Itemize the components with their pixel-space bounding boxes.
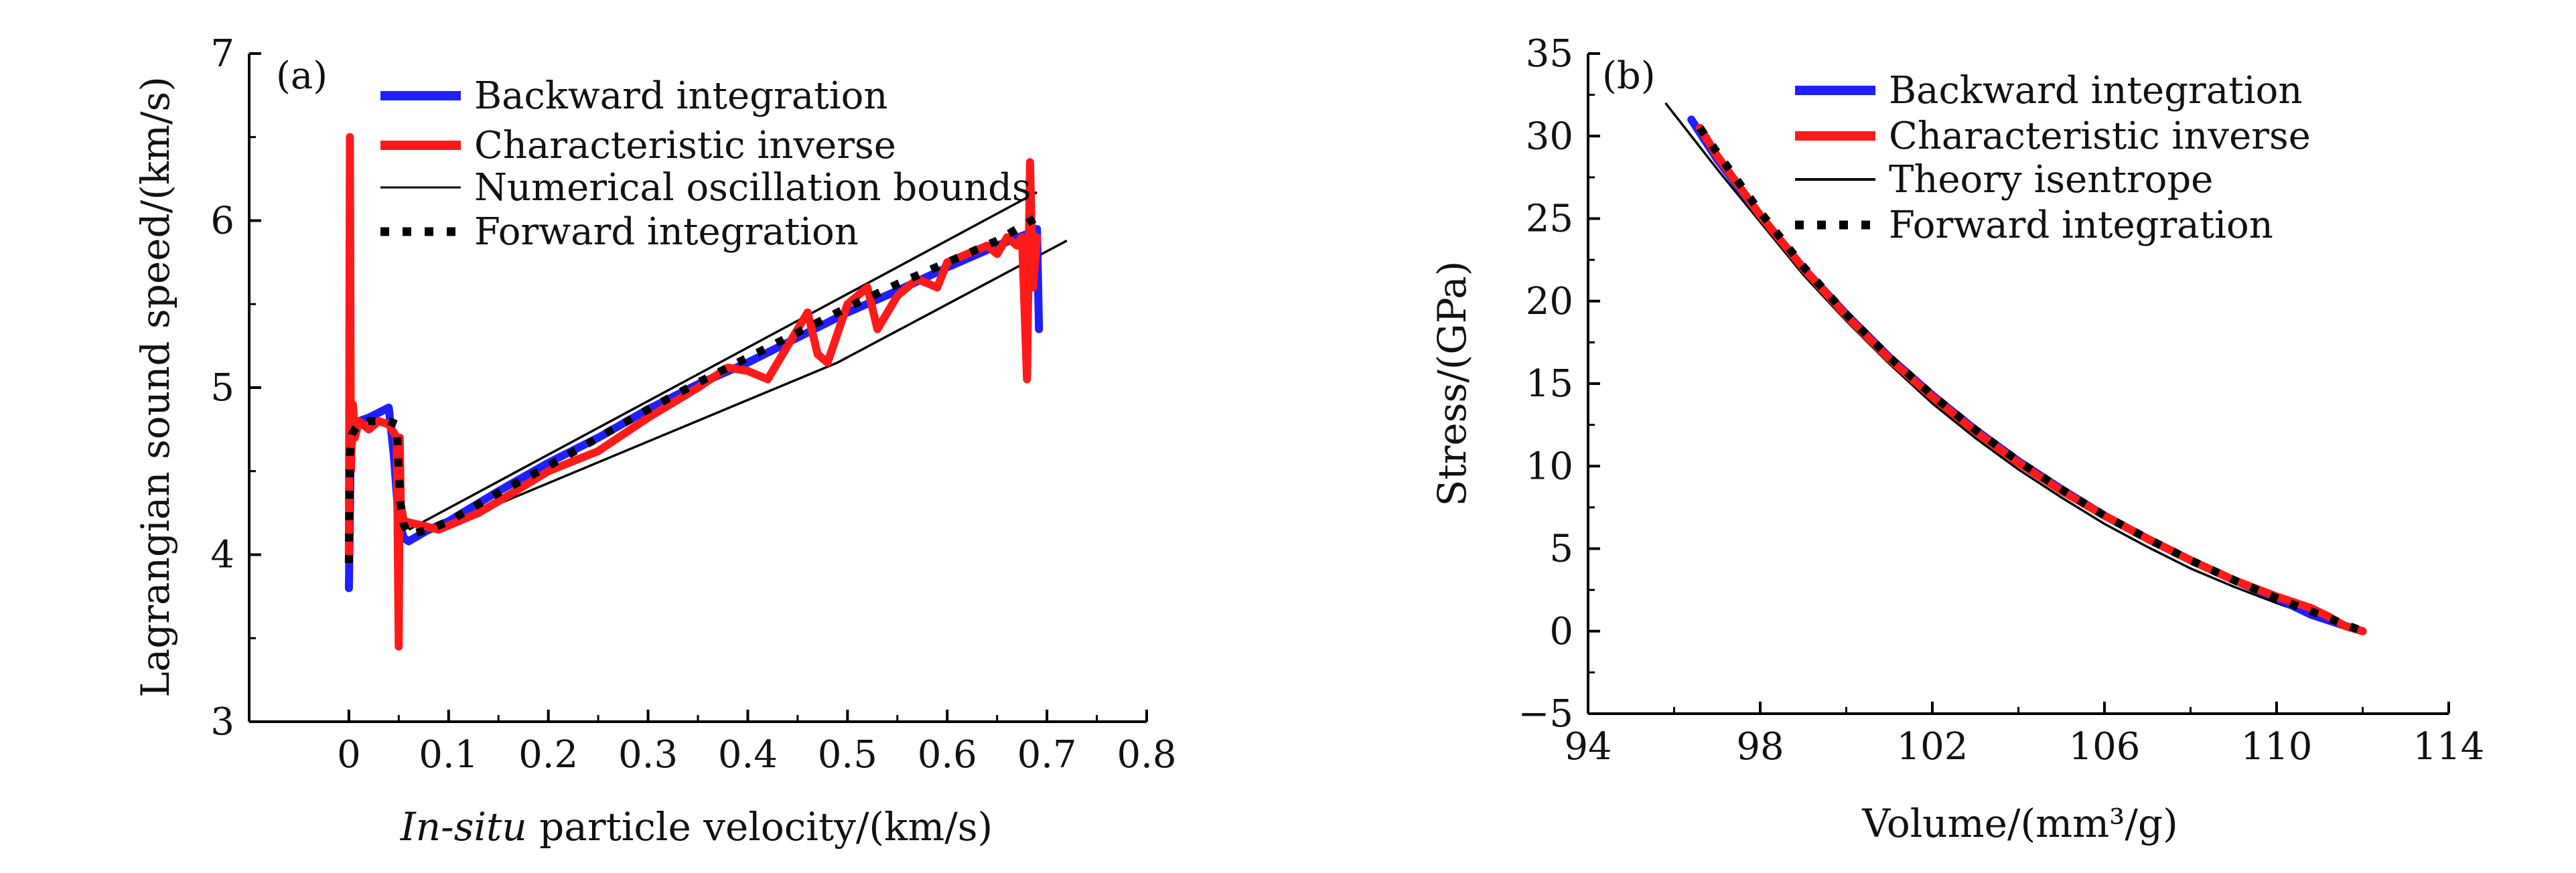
panel-a-series bbox=[344, 133, 1068, 651]
legend-label-forward-integration: Forward integration bbox=[1889, 204, 2273, 247]
panel-b-y-tick-label: 30 bbox=[1526, 114, 1573, 158]
panel-a-x-tick-label: 0.4 bbox=[718, 733, 778, 777]
panel-b-x-tick-label: 106 bbox=[2069, 725, 2141, 769]
panel-b-y-tick-label: −5 bbox=[1518, 692, 1573, 736]
legend-label-theory-isentrope: Theory isentrope bbox=[1889, 158, 2213, 202]
panel-a-x-tick-label: 0.2 bbox=[518, 733, 578, 777]
panel-a-x-tick-label: 0.5 bbox=[818, 733, 877, 777]
series-numerical-oscillation-bounds bbox=[408, 191, 1038, 531]
panel-b: 94 98 102 106 110 114 −5 0 5 10 15 20 25 30 35 (b) St… bbox=[1429, 32, 2484, 846]
panel-a-y-tick-label: 4 bbox=[210, 534, 234, 577]
legend-label-forward-integration: Forward integration bbox=[474, 210, 859, 254]
panel-b-y-tick-label: 0 bbox=[1549, 610, 1573, 653]
panel-a-y-axis-title: Lagrangian sound speed/(km/s) bbox=[133, 76, 178, 698]
legend-label-characteristic-inverse: Characteristic inverse bbox=[1889, 114, 2311, 158]
legend-label-backward-integration: Backward integration bbox=[474, 74, 887, 118]
panel-b-y-axis-title: Stress/(GPa) bbox=[1429, 261, 1475, 507]
panel-a-x-tick-label: 0.3 bbox=[618, 733, 678, 777]
panel-a-x-tick-label: 0 bbox=[337, 733, 361, 777]
series-characteristic-inverse bbox=[344, 133, 1042, 651]
panel-a-x-tick-label: 0.6 bbox=[918, 733, 977, 777]
panel-a-x-axis-title-rest: particle velocity/(km/s) bbox=[527, 804, 993, 850]
panel-a-x-tick-label: 0.1 bbox=[419, 733, 478, 777]
panel-b-y-tick-label: 25 bbox=[1526, 197, 1573, 241]
panel-a-label: (a) bbox=[276, 54, 328, 98]
panel-b-x-ticks: 94 98 102 106 110 114 bbox=[1564, 702, 2484, 769]
panel-b-x-tick-label: 94 bbox=[1564, 725, 1612, 769]
panel-a-x-tick-label: 0.7 bbox=[1017, 733, 1077, 777]
panel-b-y-ticks: −5 0 5 10 15 20 25 30 35 bbox=[1518, 32, 1600, 736]
panel-a-x-tick-label: 0.8 bbox=[1117, 733, 1176, 777]
panel-b-legend: Backward integration Characteristic inve… bbox=[1795, 69, 2311, 247]
panel-b-y-tick-label: 10 bbox=[1526, 445, 1573, 488]
panel-a-x-ticks: 0 0.1 0.2 0.3 0.4 0.5 0.6 0.7 0.8 bbox=[337, 710, 1177, 777]
panel-b-series bbox=[1664, 102, 2367, 635]
panel-a-y-ticks: 3 4 5 6 7 bbox=[210, 32, 261, 744]
panel-a-y-tick-label: 3 bbox=[210, 700, 234, 744]
panel-b-x-tick-label: 102 bbox=[1897, 725, 1969, 769]
panel-b-y-tick-label: 15 bbox=[1526, 362, 1573, 406]
panel-b-x-axis-title: Volume/(mm³/g) bbox=[1861, 801, 2177, 846]
panel-a-y-tick-label: 7 bbox=[210, 32, 234, 76]
panel-a-x-axis-title-italic: In-situ bbox=[400, 804, 527, 850]
panel-a-y-tick-label: 5 bbox=[210, 366, 234, 410]
legend-label-backward-integration: Backward integration bbox=[1889, 69, 2302, 112]
panel-b-x-tick-label: 110 bbox=[2241, 725, 2313, 769]
panel-a: 0 0.1 0.2 0.3 0.4 0.5 0.6 0.7 0.8 3 4 5 6 7 (a) Lagr… bbox=[133, 32, 1177, 850]
legend-label-numerical-oscillation-bounds: Numerical oscillation bounds bbox=[474, 166, 1031, 210]
panel-b-label: (b) bbox=[1602, 54, 1656, 98]
panel-b-y-tick-label: 5 bbox=[1549, 528, 1573, 571]
panel-b-x-tick-label: 98 bbox=[1736, 725, 1784, 769]
panel-a-y-tick-label: 6 bbox=[210, 200, 234, 243]
legend-label-characteristic-inverse: Characteristic inverse bbox=[474, 124, 896, 167]
panel-b-x-tick-label: 114 bbox=[2413, 725, 2485, 769]
series-theory-isentrope bbox=[1664, 102, 2364, 633]
panel-a-legend: Backward integration Characteristic inve… bbox=[380, 74, 1031, 254]
panel-b-y-tick-label: 35 bbox=[1526, 32, 1573, 76]
panel-a-x-axis-title: In-situ particle velocity/(km/s) bbox=[400, 804, 993, 850]
series-numerical-oscillation-bounds bbox=[408, 239, 1068, 543]
panel-b-y-tick-label: 20 bbox=[1526, 280, 1573, 323]
